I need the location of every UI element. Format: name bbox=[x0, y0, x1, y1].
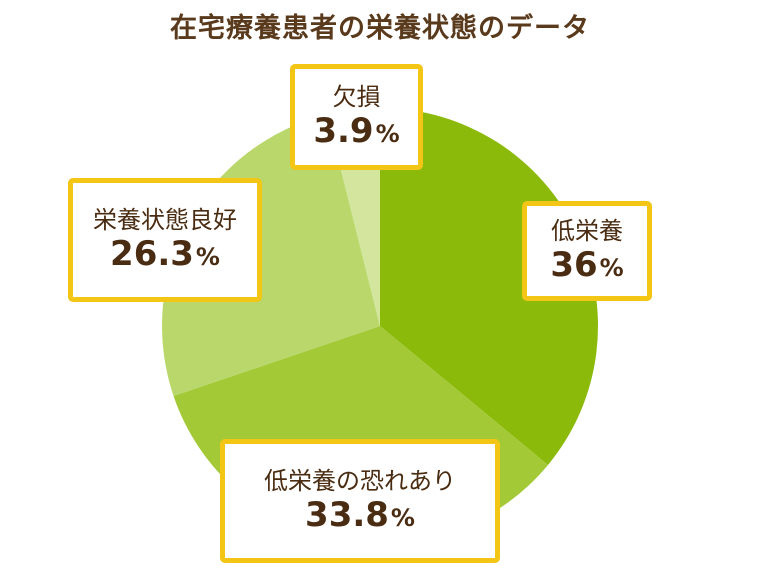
slice-value: 33.8% bbox=[305, 495, 415, 536]
chart-title: 在宅療養患者の栄養状態のデータ bbox=[170, 13, 590, 44]
slice-value: 36% bbox=[550, 245, 624, 286]
slice-label-risk-of-malnutrition: 低栄養の恐れあり 33.8% bbox=[220, 439, 500, 563]
slice-label-name: 低栄養の恐れあり bbox=[264, 467, 456, 496]
slice-label-name: 栄養状態良好 bbox=[93, 206, 237, 235]
slice-label-good-nutrition: 栄養状態良好 26.3% bbox=[68, 178, 262, 302]
slice-label-name: 欠損 bbox=[332, 83, 381, 112]
pie-slice-low-nutrition bbox=[380, 108, 598, 465]
slice-value: 3.9% bbox=[313, 111, 400, 152]
slice-label-low-nutrition: 低栄養 36% bbox=[522, 201, 652, 301]
slice-label-name: 低栄養 bbox=[551, 217, 623, 246]
slice-label-missing: 欠損 3.9% bbox=[290, 64, 423, 170]
slice-value: 26.3% bbox=[110, 234, 220, 275]
